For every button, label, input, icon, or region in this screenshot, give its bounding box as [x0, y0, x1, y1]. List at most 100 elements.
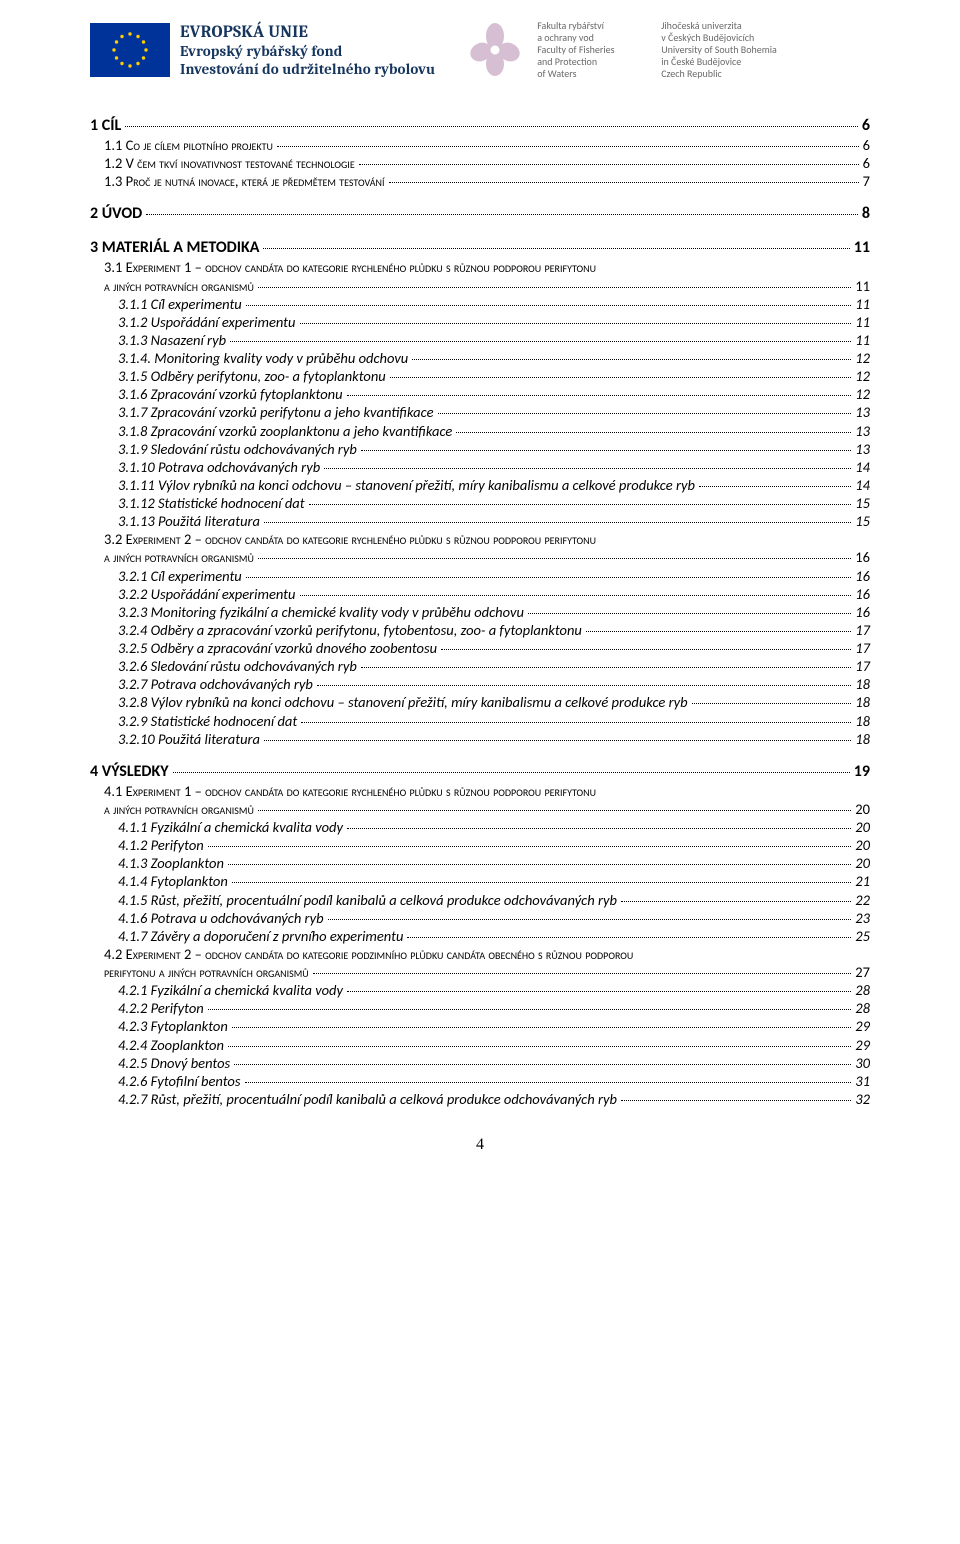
toc-leader	[246, 305, 852, 306]
toc-page: 17	[855, 657, 870, 675]
toc-entry: 4.2.1 Fyzikální a chemická kvalita vody2…	[90, 981, 870, 999]
faculty-logo-icon	[467, 22, 523, 78]
toc-page: 11	[855, 331, 870, 349]
toc-entry: 3.2.2 Uspořádání experimentu16	[90, 585, 870, 603]
toc-leader	[456, 432, 851, 433]
toc-entry: 3.1.10 Potrava odchovávaných ryb14	[90, 458, 870, 476]
toc-label: 3.2.2 Uspořádání experimentu	[118, 585, 296, 603]
toc-page: 16	[855, 548, 870, 566]
toc-leader	[390, 377, 852, 378]
toc-entry: 3.1.6 Zpracování vzorků fytoplanktonu12	[90, 385, 870, 403]
toc-page: 11	[855, 313, 870, 331]
toc-page: 13	[855, 403, 870, 421]
toc-label: 3.1.12 Statistické hodnocení dat	[118, 494, 305, 512]
toc-label: 1.2 V čem tkví inovativnost testované te…	[104, 154, 355, 172]
toc-leader	[438, 413, 852, 414]
toc-page: 27	[855, 963, 870, 981]
toc-label: 3.1.3 Nasazení ryb	[118, 331, 226, 349]
toc-leader	[313, 973, 852, 974]
toc-label: a jiných potravních organismů	[104, 548, 254, 566]
toc-page: 22	[855, 891, 870, 909]
toc-entry: 3.1 Experiment 1 – odchov candáta do kat…	[90, 258, 870, 294]
toc-label: 4.2.4 Zooplankton	[118, 1036, 224, 1054]
toc-leader	[441, 649, 851, 650]
toc-page: 6	[863, 136, 870, 154]
toc-label: a jiných potravních organismů	[104, 277, 254, 295]
toc-page: 14	[855, 458, 870, 476]
toc-label: 3.1.13 Použitá literatura	[118, 512, 260, 530]
toc-leader	[234, 1064, 851, 1065]
toc-label: 3.1.6 Zpracování vzorků fytoplanktonu	[118, 385, 343, 403]
toc-entry: 4.2.2 Perifyton28	[90, 999, 870, 1017]
toc-leader	[146, 214, 858, 215]
toc-label: 4.1.7 Závěry a doporučení z prvního expe…	[118, 927, 403, 945]
toc-label: 4.2.1 Fyzikální a chemická kvalita vody	[118, 981, 343, 999]
toc-page: 18	[855, 693, 870, 711]
toc-entry: 4.1.4 Fytoplankton21	[90, 872, 870, 890]
toc-leader	[228, 864, 851, 865]
toc-page: 13	[855, 440, 870, 458]
toc-label: 4.1.5 Růst, přežití, procentuální podíl …	[118, 891, 617, 909]
toc-label: 4.2.3 Fytoplankton	[118, 1017, 228, 1035]
toc-label: 1.1 Co je cílem pilotního projektu	[104, 136, 273, 154]
toc-leader	[246, 577, 852, 578]
toc-label: 3.2.1 Cíl experimentu	[118, 567, 242, 585]
toc-page: 15	[855, 494, 870, 512]
toc-leader	[347, 828, 851, 829]
toc-leader	[621, 901, 851, 902]
eu-line1: Evropský rybářský fond	[180, 42, 435, 60]
toc-label: 3.2.5 Odběry a zpracování vzorků dnového…	[118, 639, 437, 657]
toc-label: 4.1.2 Perifyton	[118, 836, 204, 854]
toc-page: 18	[855, 712, 870, 730]
toc-label: 3.1.7 Zpracování vzorků perifytonu a jeh…	[118, 403, 434, 421]
toc-label: a jiných potravních organismů	[104, 800, 254, 818]
toc-label: 1 CÍL	[90, 116, 121, 136]
toc-leader	[228, 1046, 851, 1047]
toc-page: 18	[855, 675, 870, 693]
toc-page: 17	[855, 621, 870, 639]
toc-label: 3.1.8 Zpracování vzorků zooplanktonu a j…	[118, 422, 452, 440]
toc-leader	[173, 772, 850, 773]
toc-leader	[264, 740, 851, 741]
toc-entry: 3 MATERIÁL A METODIKA11	[90, 238, 870, 258]
toc-entry: 3.2.7 Potrava odchovávaných ryb18	[90, 675, 870, 693]
toc-leader	[300, 595, 852, 596]
toc-entry: 3.1.3 Nasazení ryb 11	[90, 331, 870, 349]
eu-flag-icon	[90, 23, 170, 77]
toc-leader	[258, 287, 851, 288]
toc-entry: 4.2.5 Dnový bentos30	[90, 1054, 870, 1072]
document-page: EVROPSKÁ UNIE Evropský rybářský fond Inv…	[0, 0, 960, 1194]
toc-leader	[699, 486, 851, 487]
toc-page: 6	[863, 154, 870, 172]
toc-leader	[208, 1009, 852, 1010]
toc-label: 3.2.10 Použitá literatura	[118, 730, 260, 748]
toc-entry: 4.2.3 Fytoplankton29	[90, 1017, 870, 1035]
toc-entry: 3.2.3 Monitoring fyzikální a chemické kv…	[90, 603, 870, 621]
toc-label: 3.1.5 Odběry perifytonu, zoo- a fytoplan…	[118, 367, 386, 385]
toc-label: 4.2.7 Růst, přežití, procentuální podíl …	[118, 1090, 617, 1108]
toc-label: 3.2.3 Monitoring fyzikální a chemické kv…	[118, 603, 524, 621]
header-area: EVROPSKÁ UNIE Evropský rybářský fond Inv…	[90, 20, 870, 80]
toc-entry: 4.1.7 Závěry a doporučení z prvního expe…	[90, 927, 870, 945]
toc-leader	[232, 1027, 852, 1028]
toc-leader	[264, 522, 851, 523]
toc-page: 6	[862, 116, 870, 136]
toc-label: 3.1.9 Sledování růstu odchovávaných ryb	[118, 440, 357, 458]
toc-entry: 3.2.8 Výlov rybníků na konci odchovu – s…	[90, 693, 870, 711]
toc-entry: 4.1.2 Perifyton20	[90, 836, 870, 854]
page-number: 4	[90, 1136, 870, 1154]
eu-block: EVROPSKÁ UNIE Evropský rybářský fond Inv…	[90, 23, 435, 78]
toc-entry: 3.2.9 Statistické hodnocení dat18	[90, 712, 870, 730]
toc-leader	[208, 846, 852, 847]
eu-stars-icon	[108, 28, 152, 72]
toc-leader	[245, 1082, 852, 1083]
toc-page: 13	[855, 422, 870, 440]
toc-entry: 3.1.2 Uspořádání experimentu11	[90, 313, 870, 331]
toc-entry: 4.1 Experiment 1 – odchov candáta do kat…	[90, 782, 870, 818]
toc-label: 4 VÝSLEDKY	[90, 762, 169, 782]
toc-entry: 3.1.7 Zpracování vzorků perifytonu a jeh…	[90, 403, 870, 421]
toc-page: 16	[855, 567, 870, 585]
toc-page: 19	[854, 762, 870, 782]
toc-entry: 4.1.3 Zooplankton20	[90, 854, 870, 872]
faculty-line: of Waters	[537, 68, 647, 80]
